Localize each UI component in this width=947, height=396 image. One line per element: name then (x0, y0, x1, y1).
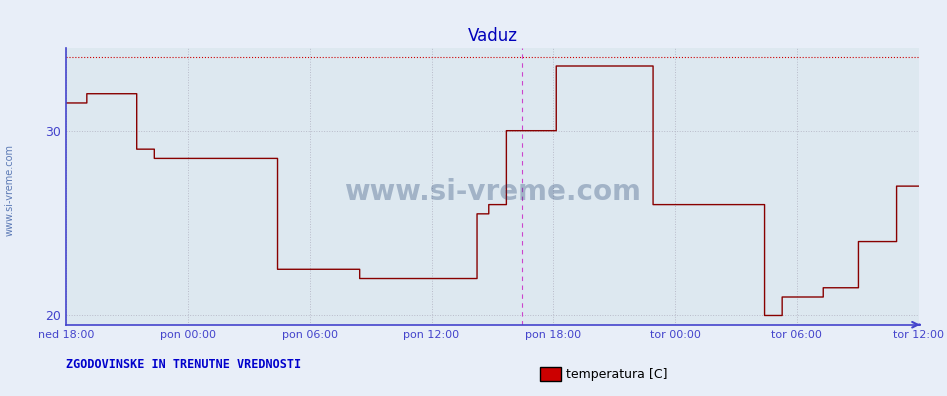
Text: www.si-vreme.com: www.si-vreme.com (5, 144, 15, 236)
Text: ZGODOVINSKE IN TRENUTNE VREDNOSTI: ZGODOVINSKE IN TRENUTNE VREDNOSTI (66, 358, 301, 371)
Text: www.si-vreme.com: www.si-vreme.com (344, 178, 641, 206)
Text: temperatura [C]: temperatura [C] (566, 368, 668, 381)
Title: Vaduz: Vaduz (468, 27, 517, 45)
